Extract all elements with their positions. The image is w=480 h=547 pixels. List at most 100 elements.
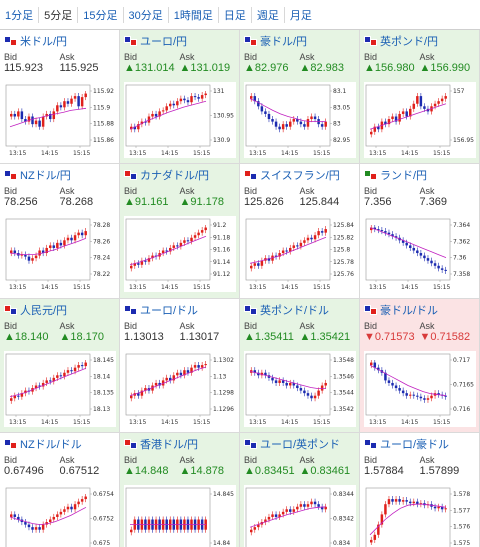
pair-name-link[interactable]: 英ポンド/ドル: [260, 305, 330, 317]
candle-body: [193, 365, 197, 368]
ask-label: Ask: [419, 52, 435, 62]
mini-chart[interactable]: 91.2 91.18 91.16 91.14 91.12 13:15 14:15 15:15: [124, 216, 236, 292]
currency-cell[interactable]: 英ポンド/円 Bid Ask ▲156.980 ▲156.990 157 156.95 13:…: [360, 30, 480, 164]
pair-name-link[interactable]: カナダドル/円: [140, 170, 210, 182]
candle-body: [130, 126, 133, 130]
mini-chart[interactable]: 0.717 0.7165 0.716 13:15 14:15 15:15: [364, 351, 476, 427]
currency-cell[interactable]: NZドル/ドル Bid Ask 0.67496 0.67512 0.6754 0.6752 0…: [0, 433, 120, 547]
candle-body: [281, 124, 285, 130]
mini-chart[interactable]: 125.84 125.82 125.8 125.78 125.76 13:15 14:15 1…: [244, 216, 356, 292]
candle-body: [384, 231, 387, 233]
currency-cell[interactable]: NZドル/円 Bid Ask 78.256 78.268 78.28 78.26 78.24 7…: [0, 164, 120, 299]
currency-cell[interactable]: 豪ドル/ドル Bid Ask ▼0.71573 ▼0.71582 0.717 0.7165 0…: [360, 299, 480, 433]
pair-name-link[interactable]: 香港ドル/円: [140, 439, 199, 451]
candle-body: [49, 113, 52, 120]
candle-body: [250, 265, 253, 269]
currency-cell[interactable]: ランド/円 Bid Ask 7.356 7.369 7.364 7.362 7.36 7.358…: [360, 164, 480, 299]
tab-3[interactable]: 30分足: [124, 7, 169, 23]
pair-name-link[interactable]: ユーロ/英ポンド: [260, 439, 341, 451]
currency-cell[interactable]: 米ドル/円 Bid Ask 115.923 115.925 115.92 115.9 115.…: [0, 30, 120, 164]
candle-body: [285, 250, 288, 252]
mini-chart[interactable]: 83.1 83.05 83 82.95 13:15 14:15 15:15: [244, 82, 356, 158]
candle-body: [10, 113, 13, 117]
candle-body: [24, 254, 27, 257]
pair-name-link[interactable]: 米ドル/円: [20, 36, 68, 48]
candle-body: [183, 98, 186, 101]
bid-value: ▲82.976: [244, 62, 289, 74]
price-labels: Bid Ask: [4, 321, 115, 331]
currency-cell[interactable]: 英ポンド/ドル Bid Ask ▲1.35411 ▲1.35421 1.3548 1.354…: [240, 299, 360, 433]
x-tick-label: 15:15: [193, 419, 210, 426]
candle-body: [320, 506, 324, 510]
currency-cell[interactable]: スイスフラン/円 Bid Ask 125.826 125.844 125.84 125.82…: [240, 164, 360, 299]
pair-name-link[interactable]: NZドル/円: [20, 170, 71, 182]
candle-body: [84, 231, 87, 236]
x-tick-label: 13:15: [249, 419, 266, 426]
currency-cell[interactable]: ユーロ/豪ドル Bid Ask 1.57884 1.57899 1.578 1.577 1.5…: [360, 433, 480, 547]
currency-cell[interactable]: ユーロ/ドル Bid Ask 1.13013 1.13017 1.1302 1.13 1.12…: [120, 299, 240, 433]
y-tick-label: 82.95: [333, 137, 350, 144]
pair-name-link[interactable]: 人民元/円: [20, 305, 68, 317]
pair-name-link[interactable]: NZドル/ドル: [20, 439, 82, 451]
ask-label: Ask: [59, 186, 75, 196]
x-tick-label: 13:15: [249, 150, 266, 157]
pair-name-link[interactable]: 豪ドル/円: [260, 36, 308, 48]
pair-name-link[interactable]: ユーロ/円: [140, 36, 188, 48]
candle-body: [401, 240, 405, 243]
mini-chart[interactable]: 1.1302 1.13 1.1298 1.1296 13:15 14:15 15:15: [124, 351, 236, 427]
mini-chart[interactable]: 157 156.95 13:15 14:15 15:15: [364, 82, 476, 158]
tab-4[interactable]: 1時間足: [169, 7, 219, 23]
y-tick-label: 1.578: [453, 491, 470, 498]
candle-body: [281, 511, 285, 515]
currency-cell[interactable]: カナダドル/円 Bid Ask ▲91.161 ▲91.178 91.2 91.18 91.1…: [120, 164, 240, 299]
candle-body: [324, 382, 327, 386]
chart-svg: 1.1302 1.13 1.1298 1.1296 13:15 14:15 15:15: [125, 353, 234, 426]
chart-frame: [365, 84, 451, 147]
bid-value: 0.67496: [4, 465, 44, 477]
x-tick-label: 15:15: [193, 150, 210, 157]
pair-name-link[interactable]: ユーロ/ドル: [140, 305, 199, 317]
tab-7[interactable]: 月足: [289, 10, 312, 22]
candle-body: [183, 240, 186, 243]
candle-body: [176, 101, 179, 106]
mini-chart[interactable]: 115.92 115.9 115.88 115.86 13:15 14:15 15:15: [4, 82, 116, 158]
tab-1[interactable]: 5分足: [39, 7, 79, 23]
candle-body: [278, 514, 281, 517]
tab-0[interactable]: 1分足: [0, 7, 40, 23]
currency-cell[interactable]: 香港ドル/円BidAsk▲14.848▲14.87814.84514.8413:…: [120, 433, 240, 547]
tab-2[interactable]: 15分足: [78, 7, 124, 23]
candle-body: [296, 506, 299, 510]
flag-icon: [244, 170, 257, 180]
pair-name-link[interactable]: 豪ドル/ドル: [380, 305, 439, 317]
currency-cell[interactable]: 豪ドル/円 Bid Ask ▲82.976 ▲82.983 83.1 83.05 83 82.9…: [240, 30, 360, 164]
pair-name-link[interactable]: ランド/円: [380, 170, 428, 182]
mini-chart[interactable]: 1.3548 1.3546 1.3544 1.3542 13:15 14:15 15:15: [244, 351, 356, 427]
candle-body: [161, 110, 165, 112]
pair-name-link[interactable]: スイスフラン/円: [260, 170, 340, 182]
candle-body: [140, 390, 144, 396]
pair-name-link[interactable]: 英ポンド/円: [380, 36, 439, 48]
mini-chart[interactable]: 18.145 18.14 18.135 18.13 13:15 14:15 15:15: [4, 351, 116, 427]
candle-body: [130, 529, 133, 533]
candle-body: [401, 390, 405, 394]
candle-body: [405, 111, 408, 117]
candle-body: [377, 367, 380, 371]
tab-6[interactable]: 週足: [252, 7, 285, 23]
tab-5[interactable]: 日足: [219, 7, 252, 23]
price-values: ▲1.35411 ▲1.35421: [244, 331, 355, 345]
candle-body: [172, 245, 176, 248]
currency-cell[interactable]: ユーロ/円 Bid Ask ▲131.014 ▲131.019 131 130.95 130.…: [120, 30, 240, 164]
mini-chart[interactable]: 131 130.95 130.9 13:15 14:15 15:15: [124, 82, 236, 158]
currency-cell[interactable]: 人民元/円 Bid Ask ▲18.140 ▲18.170 18.145 18.14 18.1…: [0, 299, 120, 433]
mini-chart[interactable]: 7.364 7.362 7.36 7.358 13:15 14:15 15:15: [364, 216, 476, 292]
candle-body: [52, 516, 56, 520]
price-values: 1.57884 1.57899: [364, 465, 475, 479]
mini-chart[interactable]: 78.28 78.26 78.24 78.22 13:15 14:15 15:15: [4, 216, 116, 292]
pair-name-link[interactable]: ユーロ/豪ドル: [380, 439, 450, 451]
price-labels: Bid Ask: [124, 186, 235, 196]
currency-cell[interactable]: ユーロ/英ポンド Bid Ask ▲0.83451 ▲0.83461 0.8344 0.83…: [240, 433, 360, 547]
